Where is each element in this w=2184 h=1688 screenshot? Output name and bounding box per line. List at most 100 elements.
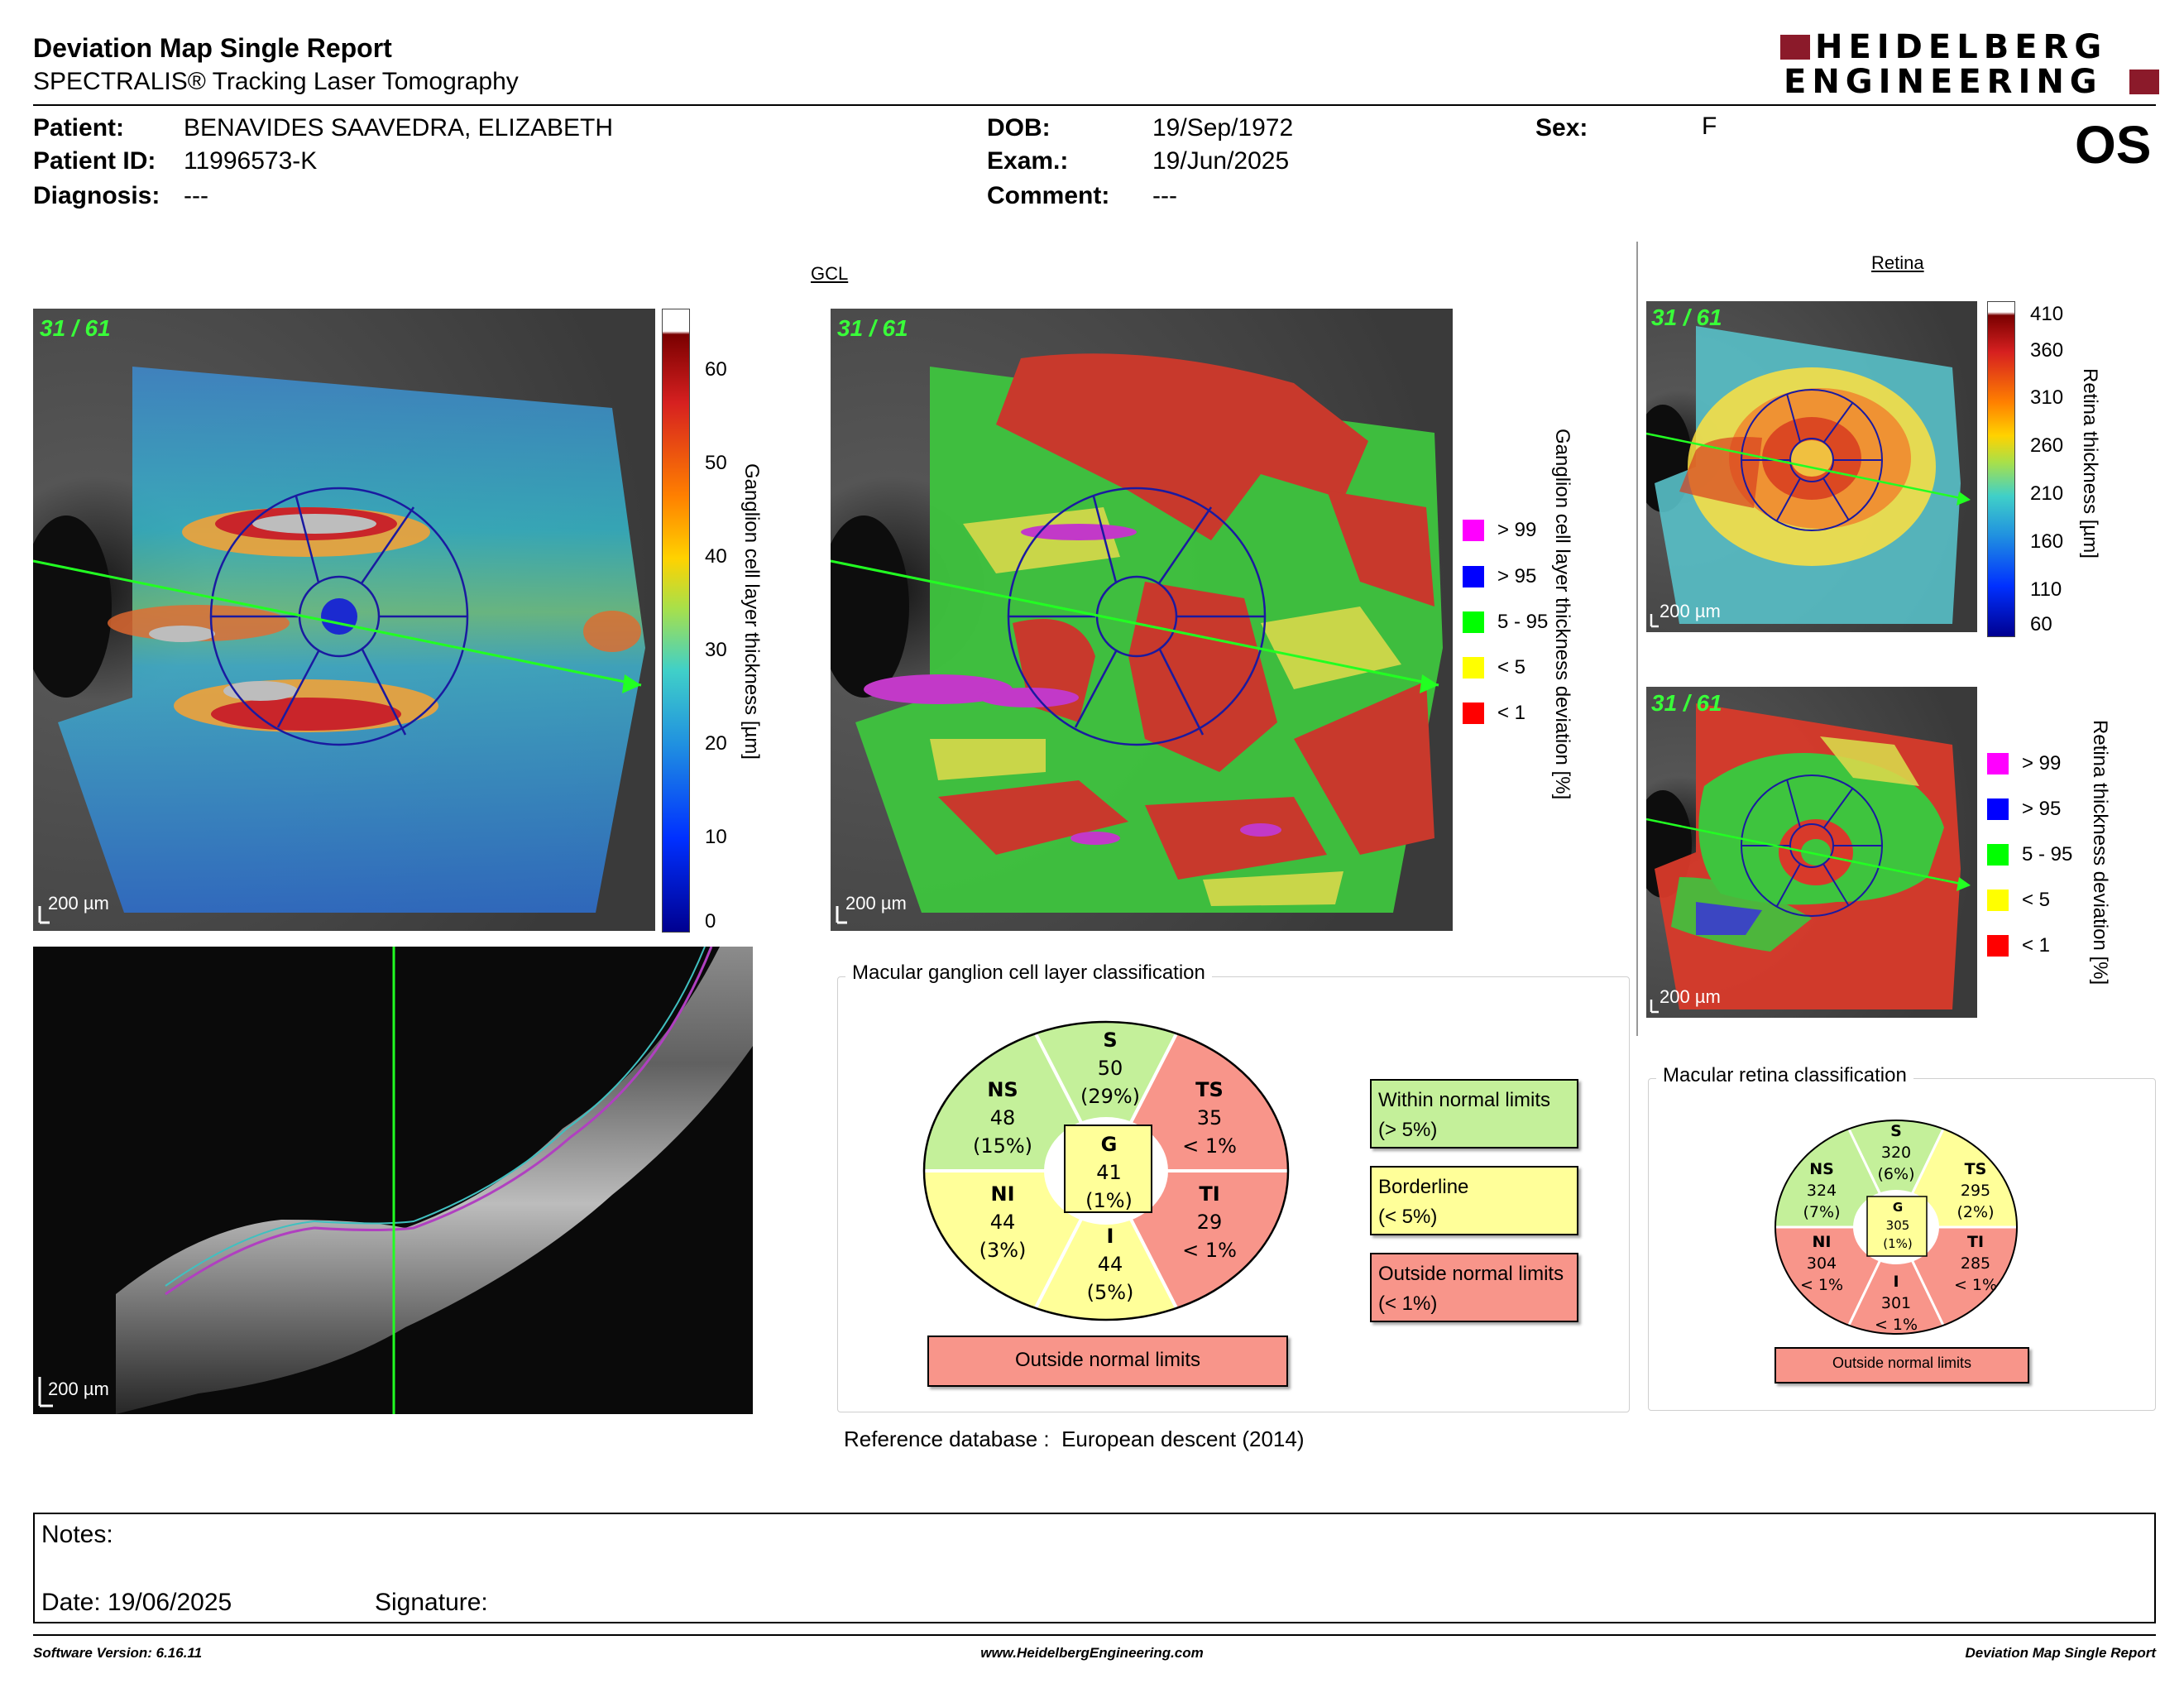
signature-label: Signature: xyxy=(375,1589,488,1616)
gcl-sector-i: I 44 (5%) xyxy=(1086,1225,1134,1304)
retina-dev-frame-count: 31 / 61 xyxy=(1651,690,1722,716)
retina-result-badge: Outside normal limits xyxy=(1774,1347,2029,1383)
retina-tick: 260 xyxy=(2030,434,2064,457)
dob-label: DOB: xyxy=(987,114,1051,141)
notes-label: Notes: xyxy=(41,1521,113,1548)
retina-thickness-map[interactable]: 31 / 61 200 µm xyxy=(1646,301,1977,632)
retina-thickness-axis-label: Retina thickness [µm] xyxy=(2079,368,2101,559)
retina-thickness-colorbar xyxy=(1987,301,2015,637)
gcl-sector-ti: TI 29 < 1% xyxy=(1182,1182,1237,1262)
date-label: Date: 19/06/2025 xyxy=(41,1589,232,1616)
retina-tick: 410 xyxy=(2030,303,2064,325)
gcl-section-label: GCL xyxy=(811,263,849,284)
retina-legend-item: > 99 xyxy=(1987,752,2061,775)
retina-deviation-map[interactable]: 31 / 61 200 µm xyxy=(1646,687,1977,1018)
legend-within-normal: Within normal limits (> 5%) xyxy=(1370,1079,1578,1149)
gcl-legend-item: 5 - 95 xyxy=(1463,611,1548,634)
retina-legend-item: 5 - 95 xyxy=(1987,843,2072,866)
gcl-tick: 10 xyxy=(705,826,727,848)
gcl-tick: 0 xyxy=(705,910,716,933)
heidelberg-logo: HEIDELBERG ENGINEERING xyxy=(1779,28,2161,101)
gcl-classification-panel xyxy=(837,976,1630,1412)
legend-swatch-red xyxy=(1463,703,1484,724)
legend-swatch-green xyxy=(1987,844,2009,866)
gcl-legend-item: < 1 xyxy=(1463,702,1525,725)
footer-rule xyxy=(33,1634,2156,1636)
logo-line1: HEIDELBERG xyxy=(1815,28,2108,66)
gcl-tick: 30 xyxy=(705,639,727,661)
gcl-thickness-axis-label: Ganglion cell layer thickness [µm] xyxy=(740,463,763,760)
oct-bscan[interactable]: 200 µm xyxy=(33,947,753,1414)
gcl-thickness-map[interactable]: 31 / 61 200 µm xyxy=(33,309,655,931)
gcl-result-badge: Outside normal limits xyxy=(927,1336,1288,1387)
gcl-scale-label: 200 µm xyxy=(48,893,109,914)
retina-tick: 60 xyxy=(2030,613,2052,635)
dob-value: 19/Sep/1972 xyxy=(1152,114,1294,141)
retina-scale-label: 200 µm xyxy=(1660,601,1721,621)
diagnosis-value: --- xyxy=(184,182,208,209)
report-subtitle: SPECTRALIS® Tracking Laser Tomography xyxy=(33,68,519,95)
patient-name: BENAVIDES SAAVEDRA, ELIZABETH xyxy=(184,114,614,141)
legend-swatch-yellow xyxy=(1987,890,2009,911)
retina-classification-title: Macular retina classification xyxy=(1656,1064,1913,1087)
header-rule xyxy=(33,104,2156,106)
gcl-sector-ns: NS 48 (15%) xyxy=(972,1078,1033,1158)
comment-label: Comment: xyxy=(987,182,1110,209)
logo-line2: ENGINEERING xyxy=(1784,63,2103,101)
patient-id: 11996573-K xyxy=(184,147,318,175)
gcl-frame-count: 31 / 61 xyxy=(40,315,111,341)
legend-swatch-red xyxy=(1987,935,2009,957)
patient-id-label: Patient ID: xyxy=(33,147,156,175)
section-divider xyxy=(1636,242,1638,1036)
retina-sector-ns: NS 324 (7%) xyxy=(1803,1160,1841,1221)
website-link[interactable]: www.HeidelbergEngineering.com xyxy=(980,1645,1204,1661)
retina-sector-g: G 305 (1%) xyxy=(1883,1200,1913,1251)
legend-swatch-magenta xyxy=(1463,520,1484,541)
gcl-sector-ts: TS 35 < 1% xyxy=(1182,1078,1237,1158)
gcl-sector-s: S 50 (29%) xyxy=(1080,1029,1141,1108)
retina-tick: 210 xyxy=(2030,482,2064,505)
reference-database: Reference database : European descent (2… xyxy=(844,1427,1305,1451)
exam-value: 19/Jun/2025 xyxy=(1152,147,1290,175)
patient-label: Patient: xyxy=(33,114,125,141)
software-version: Software Version: 6.16.11 xyxy=(33,1645,203,1661)
gcl-legend-item: > 95 xyxy=(1463,565,1536,588)
bscan-scale-label: 200 µm xyxy=(48,1379,109,1399)
legend-swatch-magenta xyxy=(1987,753,2009,774)
retina-legend-item: > 95 xyxy=(1987,798,2061,821)
gcl-tick: 20 xyxy=(705,732,727,755)
gcl-deviation-map[interactable]: 31 / 61 200 µm xyxy=(831,309,1453,931)
gcl-legend-item: > 99 xyxy=(1463,519,1536,542)
gcl-legend-item: < 5 xyxy=(1463,656,1525,679)
legend-outside-normal: Outside normal limits (< 1%) xyxy=(1370,1253,1578,1322)
report-title: Deviation Map Single Report xyxy=(33,33,392,63)
legend-swatch-green xyxy=(1463,611,1484,633)
legend-swatch-blue xyxy=(1463,566,1484,587)
retina-frame-count: 31 / 61 xyxy=(1651,305,1722,330)
retina-section-label: Retina xyxy=(1871,252,1924,273)
exam-label: Exam.: xyxy=(987,147,1069,175)
retina-legend-item: < 5 xyxy=(1987,889,2050,912)
gcl-classification-title: Macular ganglion cell layer classificati… xyxy=(845,961,1212,985)
sex-value: F xyxy=(1702,113,1717,140)
gcl-tick: 60 xyxy=(705,358,727,381)
gcl-thickness-colorbar xyxy=(662,309,690,933)
gcl-sector-chart xyxy=(922,1020,1290,1321)
retina-dev-scale-label: 200 µm xyxy=(1660,986,1721,1007)
legend-swatch-yellow xyxy=(1463,657,1484,679)
gcl-sector-g: G 41 (1%) xyxy=(1085,1133,1133,1212)
gcl-tick: 50 xyxy=(705,452,727,474)
retina-deviation-axis-label: Retina thickness deviation [%] xyxy=(2089,720,2111,985)
retina-tick: 310 xyxy=(2030,386,2064,409)
gcl-sector-ni: NI 44 (3%) xyxy=(979,1182,1027,1262)
gcl-tick: 40 xyxy=(705,545,727,568)
retina-sector-ni: NI 304 < 1% xyxy=(1799,1233,1844,1294)
gcl-deviation-axis-label: Ganglion cell layer thickness deviation … xyxy=(1551,429,1573,800)
retina-sector-i: I 301 < 1% xyxy=(1874,1273,1918,1334)
retina-tick: 160 xyxy=(2030,530,2064,553)
legend-borderline: Borderline (< 5%) xyxy=(1370,1166,1578,1235)
retina-legend-item: < 1 xyxy=(1987,934,2050,957)
notes-box[interactable] xyxy=(33,1513,2156,1623)
retina-tick: 110 xyxy=(2030,578,2062,601)
footer-report-name: Deviation Map Single Report xyxy=(1965,1645,2156,1661)
